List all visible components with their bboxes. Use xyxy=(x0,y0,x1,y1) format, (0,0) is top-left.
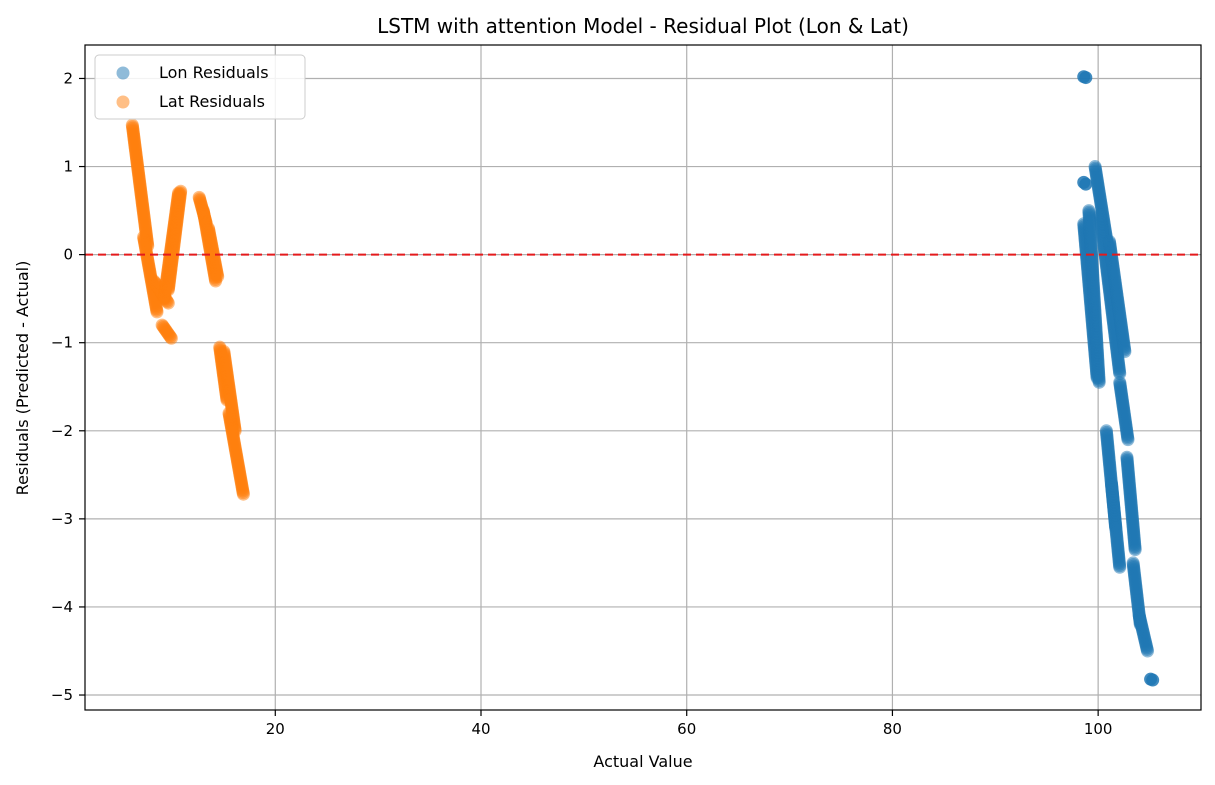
y-tick-label: −4 xyxy=(51,598,73,616)
lat-residuals-point xyxy=(174,184,188,198)
legend-box xyxy=(94,54,306,120)
lon-residuals-point xyxy=(1113,560,1127,574)
x-tick-label: 40 xyxy=(471,720,490,738)
lon-residuals-series xyxy=(1077,70,1160,687)
y-axis-label: Residuals (Predicted - Actual) xyxy=(13,261,32,496)
lat-residuals-point xyxy=(236,487,250,501)
lon-residuals-point xyxy=(1079,177,1093,191)
legend: Lon Residuals Lat Residuals xyxy=(94,54,306,120)
lon-residuals-point xyxy=(1121,433,1135,447)
lat-residuals-point xyxy=(150,305,164,319)
y-tick-label: 0 xyxy=(63,246,73,264)
lat-residuals-series xyxy=(125,118,250,501)
x-axis-label: Actual Value xyxy=(593,752,692,771)
lon-residuals-point xyxy=(1146,673,1160,687)
ticks-layer: 20 40 60 80 100 −5 −4 −3 −2 −1 0 1 2 xyxy=(51,69,1113,738)
y-tick-label: 1 xyxy=(63,158,73,176)
y-tick-label: −2 xyxy=(51,422,73,440)
data-layer xyxy=(125,70,1160,687)
lon-residuals-point xyxy=(1092,375,1106,389)
lon-residuals-point xyxy=(1128,543,1142,557)
y-tick-label: −5 xyxy=(51,686,73,704)
y-tick-label: −1 xyxy=(51,334,73,352)
lon-residuals-point xyxy=(1079,71,1093,85)
legend-label-lon: Lon Residuals xyxy=(159,63,269,82)
legend-label-lat: Lat Residuals xyxy=(159,92,265,111)
legend-marker-lon xyxy=(116,66,130,80)
y-tick-label: −3 xyxy=(51,510,73,528)
plot-frame xyxy=(84,44,1202,711)
lon-residuals-point xyxy=(1118,345,1132,359)
legend-marker-lat xyxy=(116,95,130,109)
chart-title: LSTM with attention Model - Residual Plo… xyxy=(377,14,909,38)
lon-residuals-point xyxy=(1141,644,1155,658)
lat-residuals-point xyxy=(211,270,225,284)
y-tick-label: 2 xyxy=(63,69,73,87)
grid-layer xyxy=(85,45,1201,710)
x-tick-label: 80 xyxy=(883,720,902,738)
x-tick-label: 20 xyxy=(266,720,285,738)
lat-residuals-point xyxy=(164,331,178,345)
x-tick-label: 100 xyxy=(1084,720,1113,738)
x-tick-label: 60 xyxy=(677,720,696,738)
